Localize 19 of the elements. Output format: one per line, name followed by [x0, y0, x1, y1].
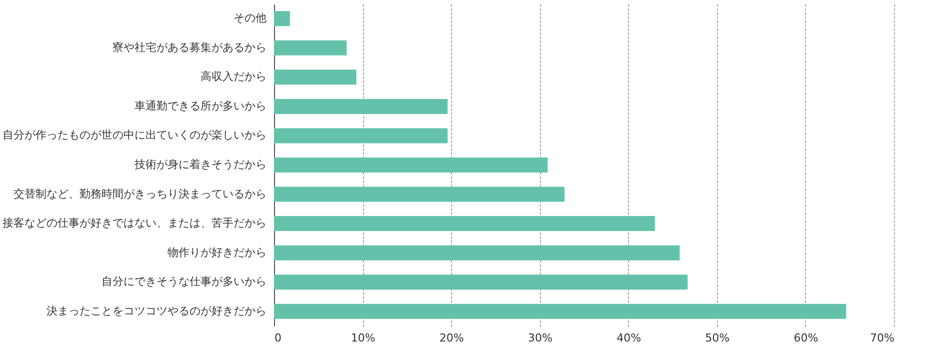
- x-tick-label: 30%: [528, 332, 552, 344]
- x-tick-label: 0: [274, 332, 282, 344]
- x-tick-label: 40%: [616, 332, 642, 344]
- x-tick-label: 20%: [439, 332, 464, 344]
- x-tick-label: 50%: [705, 332, 730, 344]
- x-tick-label: 60%: [794, 332, 818, 344]
- y-tick-label: 物作りが好きだから: [168, 246, 266, 259]
- y-tick-label: 決まったことをコツコツやるのが好きだから: [46, 304, 266, 318]
- x-tick-label: 70%: [870, 332, 894, 344]
- y-tick-label: 自分が作ったものが世の中に出ていくのが楽しいから: [2, 128, 266, 142]
- y-tick-label: 高収入だから: [200, 70, 266, 84]
- y-tick-label: 自分にできそうな仕事が多いから: [102, 275, 266, 288]
- x-tick-label: 10%: [350, 332, 376, 344]
- y-tick-label: 車通勤できる所が多いから: [134, 99, 266, 112]
- y-tick-label: 交替制など、勤務時間がきっちり決まっているから: [14, 187, 266, 200]
- y-tick-label: 寮や社宅がある募集があるから: [112, 40, 266, 54]
- y-tick-label: その他: [234, 12, 266, 25]
- y-tick-label: 接客などの仕事が好きではない、または、苦手だから: [2, 216, 266, 230]
- y-tick-label: 技術が身に着きそうだから: [134, 158, 266, 171]
